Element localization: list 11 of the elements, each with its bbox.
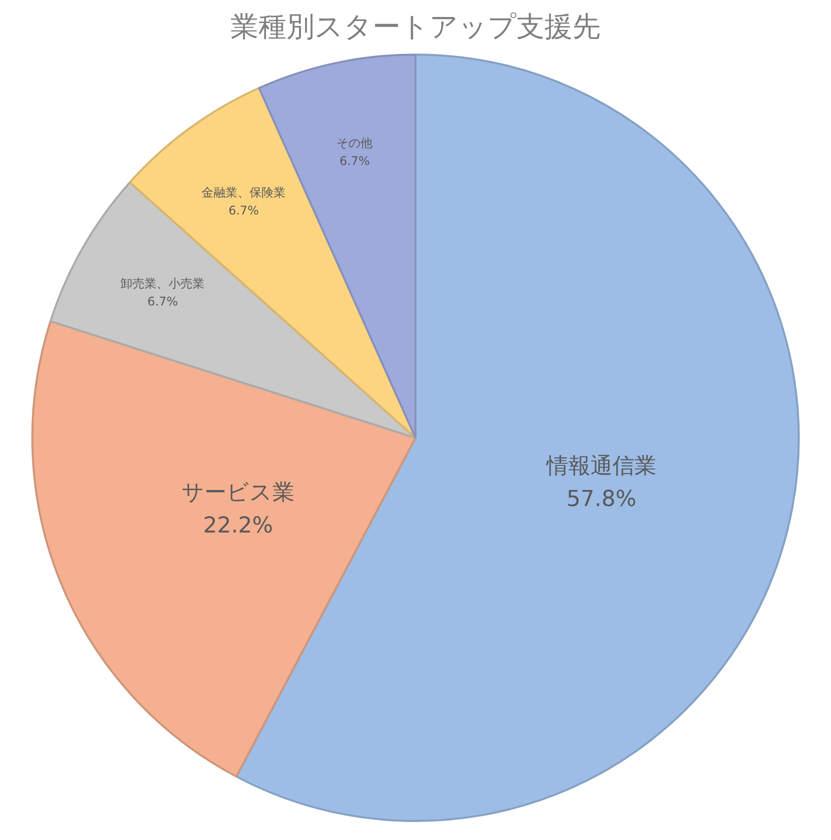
slice-label: 卸売業、小売業 <box>120 276 205 290</box>
slice-label: サービス業 <box>182 480 295 506</box>
slice-label: その他 <box>336 136 373 150</box>
slice-label: 金融業、保険業 <box>202 186 286 200</box>
data-label: 6.7% <box>228 204 259 218</box>
data-label: 57.8% <box>566 487 636 512</box>
slice-label: 情報通信業 <box>545 454 656 480</box>
chart-title: 業種別スタートアップ支援先 <box>230 10 600 44</box>
data-label: 6.7% <box>147 294 178 308</box>
data-label: 22.2% <box>203 513 274 538</box>
data-label: 6.7% <box>339 154 370 168</box>
